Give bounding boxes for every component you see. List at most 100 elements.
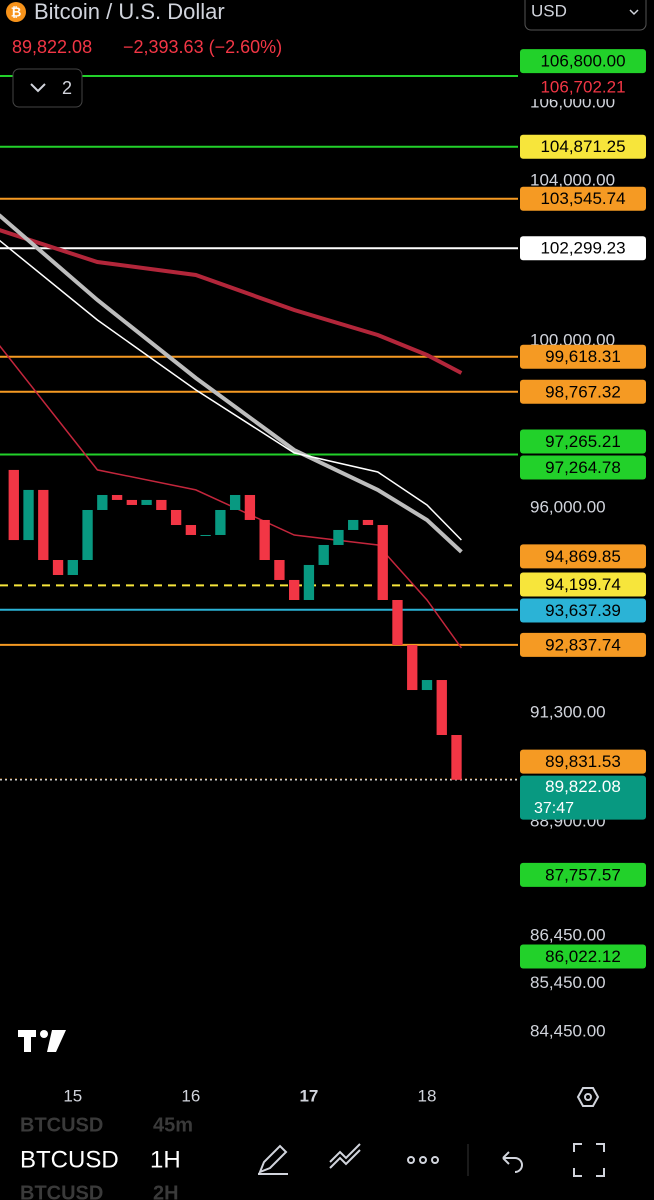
y-tick-label: 85,450.00	[530, 973, 606, 992]
symbol-title: Bitcoin / U.S. Dollar	[34, 0, 225, 24]
moving-average	[0, 228, 463, 375]
currency-select[interactable]	[524, 0, 647, 31]
bitcoin-icon	[6, 2, 26, 22]
candle	[97, 494, 108, 510]
chart: 106,000.00104,000.00100,000.0096,000.009…	[0, 49, 646, 1105]
toolbar-symbol[interactable]: BTCUSD	[20, 1146, 119, 1173]
price-label-box	[520, 632, 646, 657]
price-label: 106,702.21	[540, 78, 625, 97]
price-label: 98,767.32	[545, 382, 621, 401]
candle	[52, 560, 64, 575]
y-tick-label: 91,300.00	[530, 703, 606, 722]
price-label-box	[520, 134, 646, 159]
y-tick-label: 84,450.00	[530, 1021, 606, 1040]
candle	[141, 499, 152, 505]
price-change: −2,393.63 (−2.60%)	[123, 37, 282, 57]
price-label-box	[520, 775, 646, 820]
price-label-box	[520, 862, 646, 887]
undo-button[interactable]	[502, 1151, 523, 1173]
candle	[303, 564, 315, 600]
candle	[407, 645, 418, 691]
price-label: 97,265.21	[545, 432, 621, 451]
candle	[274, 560, 285, 580]
candle	[229, 494, 241, 510]
candle	[111, 494, 123, 500]
candle	[318, 544, 329, 565]
candle	[362, 519, 374, 526]
price-label: 93,637.39	[545, 601, 621, 620]
fullscreen-button[interactable]	[573, 1143, 605, 1177]
candle	[348, 519, 359, 530]
scale-settings-dot[interactable]	[584, 1093, 592, 1101]
candle	[421, 680, 433, 691]
indicators-count[interactable]: 2	[62, 78, 72, 98]
moving-average	[0, 213, 463, 554]
x-tick-label: 16	[181, 1086, 200, 1105]
next-symbol: BTCUSD	[20, 1182, 103, 1200]
candle	[126, 499, 138, 505]
price-label-box	[520, 49, 646, 74]
candle	[333, 529, 344, 545]
price-label-box	[520, 344, 646, 369]
prev-interval: 45m	[153, 1114, 193, 1136]
price-label-box	[520, 572, 646, 597]
candle	[289, 579, 300, 600]
candle	[82, 509, 93, 561]
scale-settings[interactable]	[576, 1087, 600, 1107]
price-label: 87,757.57	[545, 865, 621, 884]
prev-symbol: BTCUSD	[20, 1114, 103, 1136]
next-interval: 2H	[153, 1182, 179, 1200]
candle	[185, 525, 197, 535]
candle	[23, 489, 34, 541]
candle	[244, 494, 256, 520]
toolbar-interval[interactable]: 1H	[150, 1146, 181, 1173]
x-tick-label: 17	[299, 1086, 318, 1105]
price-label-box	[520, 186, 646, 211]
currency-chevron[interactable]	[629, 9, 639, 16]
candle	[451, 735, 462, 780]
price-label: 94,869.85	[545, 547, 621, 566]
price-label: 103,545.74	[540, 189, 625, 208]
last-price: 89,822.08	[12, 37, 92, 57]
price-label-box	[520, 455, 646, 480]
price-label: 89,831.53	[545, 752, 621, 771]
moving-average	[0, 239, 462, 541]
price-label-box	[520, 749, 646, 774]
candle	[436, 680, 447, 736]
price-label-box	[520, 379, 646, 404]
candle	[8, 469, 19, 541]
price-label: 97,264.78	[545, 458, 621, 477]
countdown: 37:47	[534, 800, 574, 817]
y-tick-label: 86,450.00	[530, 926, 606, 945]
price-label: 94,199.74	[545, 575, 621, 594]
price-label: 92,837.74	[545, 635, 621, 654]
moving-average	[0, 345, 463, 649]
candle	[215, 509, 226, 535]
candle	[200, 534, 211, 536]
tradingview-logo	[18, 1030, 66, 1052]
price-label-box	[520, 598, 646, 623]
price-label-box	[520, 544, 646, 569]
y-tick-label: 104,000.00	[530, 170, 615, 189]
candle	[38, 489, 49, 561]
candle	[156, 499, 167, 510]
x-tick-label: 15	[63, 1086, 82, 1105]
price-label: 99,618.31	[545, 347, 621, 366]
price-label: 89,822.08	[545, 777, 621, 796]
draw-tool[interactable]	[258, 1144, 288, 1175]
more-button[interactable]	[407, 1156, 439, 1164]
price-label: 102,299.23	[540, 239, 625, 258]
indicators-chevron[interactable]	[30, 83, 46, 93]
candle	[259, 519, 270, 561]
price-label: 104,871.25	[540, 137, 625, 156]
indicators-toggle[interactable]	[12, 68, 83, 108]
price-label-box	[520, 944, 646, 969]
price-label-box	[520, 75, 646, 100]
bitcoin-icon-glyph: ₿	[11, 4, 22, 19]
candle	[170, 509, 182, 526]
candle	[377, 525, 388, 600]
trend-tool[interactable]	[329, 1143, 361, 1169]
currency-text[interactable]: USD	[531, 1, 567, 20]
